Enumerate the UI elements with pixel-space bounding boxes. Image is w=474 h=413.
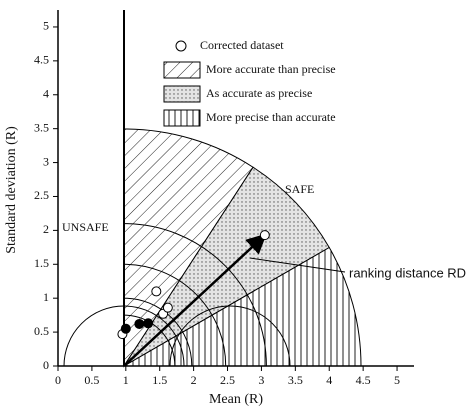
- x-tick-label: 1: [123, 373, 129, 387]
- x-axis-label: Mean (R): [209, 392, 263, 407]
- x-tick-label: 4.5: [356, 373, 371, 387]
- y-tick-label: 3: [43, 154, 49, 168]
- y-tick-label: 1.5: [34, 256, 49, 270]
- legend-swatch: [163, 85, 201, 103]
- annotation: SAFE: [285, 182, 314, 196]
- y-tick-label: 0.5: [34, 324, 49, 338]
- annotation: ranking distance RD: [349, 265, 466, 280]
- arc: [123, 314, 176, 367]
- legend-label: As accurate as precise: [206, 86, 312, 100]
- annotation: UNSAFE: [62, 220, 109, 234]
- x-tick-label: 0: [55, 373, 61, 387]
- legend-label: Corrected dataset: [200, 38, 284, 52]
- point: [134, 318, 145, 329]
- x-tick-label: 0.5: [84, 373, 99, 387]
- y-tick-label: 4.5: [34, 53, 49, 67]
- point: [259, 230, 270, 241]
- legend-marker: [175, 40, 187, 52]
- y-tick-label: 3.5: [34, 120, 49, 134]
- arc: [123, 263, 227, 367]
- x-tick-label: 3: [258, 373, 264, 387]
- y-axis-label: Standard deviation (R): [4, 126, 19, 254]
- y-tick-label: 0: [43, 358, 49, 372]
- regions: [63, 128, 362, 368]
- y-tick-label: 2: [43, 222, 49, 236]
- y-tick-label: 4: [43, 87, 49, 101]
- x-tick-label: 4: [326, 373, 332, 387]
- y-tick-label: 5: [43, 19, 49, 33]
- arc: [169, 305, 291, 367]
- y-tick-label: 1: [43, 290, 49, 304]
- arc: [123, 297, 193, 367]
- arrow: [123, 233, 267, 367]
- axes: 0 0.5 1 1.5 2 2.5 3 3.5 4 4.5 5 0 0.5 1 1.5 2 2.5 3 3.5 4 4.…: [34, 10, 414, 387]
- arc: [123, 223, 267, 367]
- legend-swatch: [163, 109, 201, 127]
- region: [123, 128, 254, 368]
- x-tick-label: 2: [191, 373, 197, 387]
- x-tick-label: 2.5: [220, 373, 235, 387]
- legend-label: More precise than accurate: [206, 110, 336, 124]
- legend-swatch: [163, 61, 201, 79]
- legend: Corrected dataset More accurate than prec…: [160, 34, 336, 128]
- point: [162, 302, 173, 313]
- point: [120, 323, 131, 334]
- x-tick-label: 3.5: [288, 373, 303, 387]
- x-tick-label: 1.5: [152, 373, 167, 387]
- pointer-line: [249, 257, 346, 273]
- point: [151, 286, 162, 297]
- legend-label: More accurate than precise: [206, 62, 336, 76]
- x-tick-label: 5: [394, 373, 400, 387]
- y-tick-label: 2.5: [34, 188, 49, 202]
- point: [143, 318, 154, 329]
